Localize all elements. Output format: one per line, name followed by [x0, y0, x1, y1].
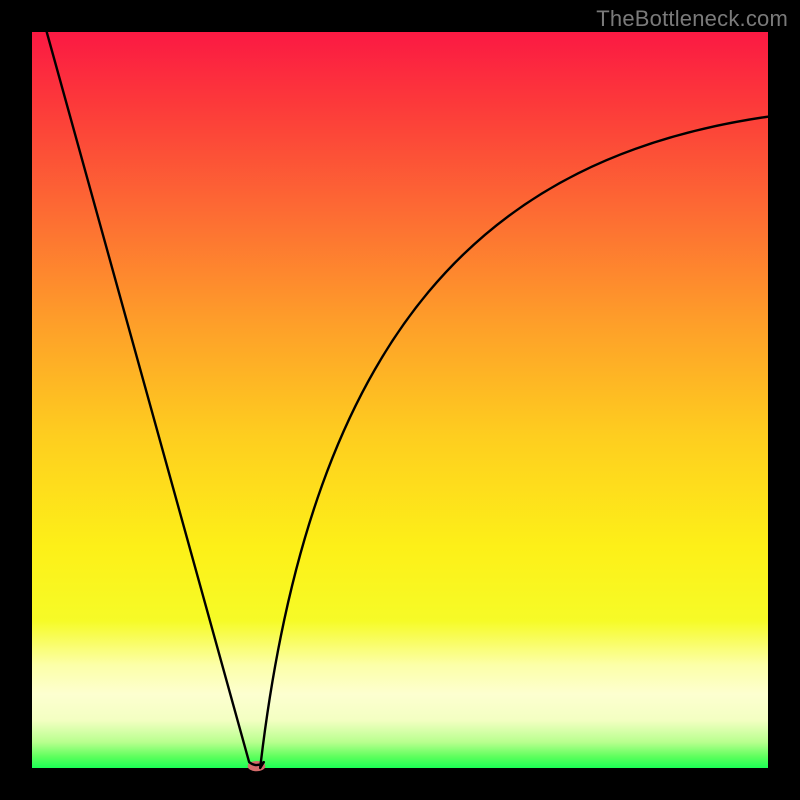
bottleneck-curve-chart [0, 0, 800, 800]
watermark-text: TheBottleneck.com [596, 6, 788, 32]
